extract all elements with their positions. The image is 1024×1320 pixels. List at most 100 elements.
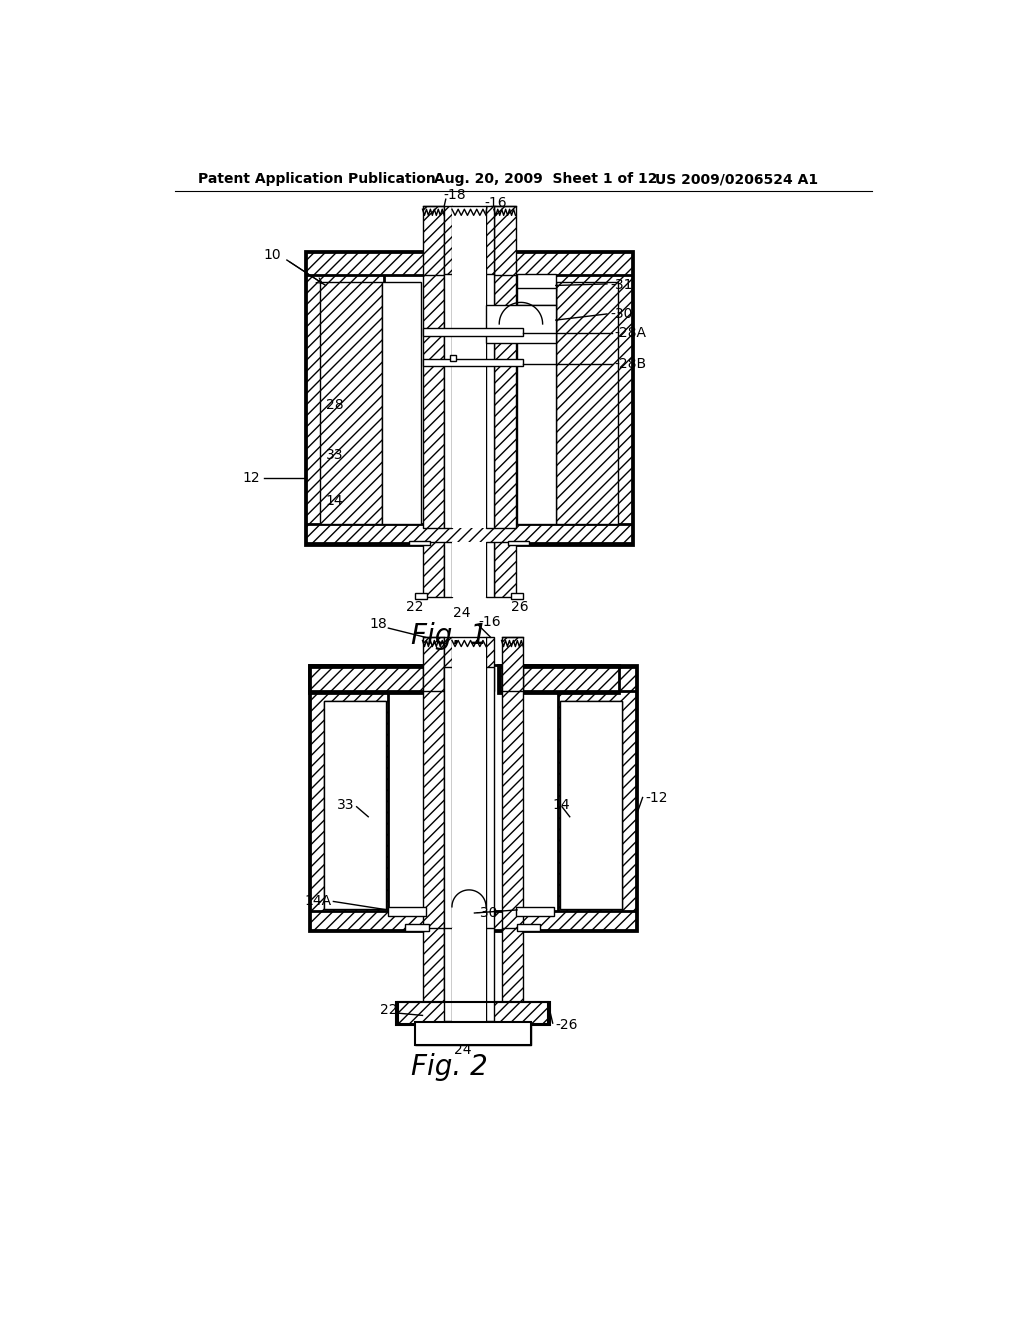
Text: 14: 14 [326, 494, 343, 508]
Bar [452, 275, 486, 528]
Bar [409, 541, 430, 545]
Bar [560, 701, 622, 909]
Bar [305, 251, 633, 545]
Bar [517, 288, 556, 305]
Bar [423, 543, 444, 598]
Bar [486, 667, 494, 929]
Text: -18: -18 [443, 187, 466, 202]
Bar [486, 638, 494, 692]
Bar [502, 928, 523, 1020]
Text: 28: 28 [326, 397, 343, 412]
Bar [486, 543, 494, 598]
Bar [382, 281, 421, 524]
Text: 10: 10 [263, 248, 282, 261]
Bar [415, 593, 427, 599]
Text: 22: 22 [380, 1003, 397, 1016]
Text: 14: 14 [553, 799, 570, 812]
Bar [306, 252, 426, 276]
Bar [397, 1002, 548, 1024]
Bar [444, 543, 452, 598]
Text: Fig. 1: Fig. 1 [412, 622, 488, 649]
Bar [415, 1022, 531, 1045]
Bar [452, 638, 486, 692]
Bar [554, 275, 632, 528]
Bar [423, 206, 444, 276]
Bar [486, 305, 556, 343]
Text: -16: -16 [478, 615, 501, 628]
Text: 33: 33 [337, 799, 354, 812]
Bar [515, 907, 554, 916]
Bar [310, 689, 388, 913]
Bar [452, 206, 486, 276]
Bar [406, 924, 429, 932]
Bar [444, 928, 452, 1020]
Bar [423, 327, 523, 335]
Text: -12: -12 [646, 791, 669, 804]
Bar [415, 1022, 531, 1045]
Bar [512, 252, 632, 276]
Text: 24: 24 [454, 1043, 471, 1057]
Bar [560, 701, 622, 909]
Bar [423, 638, 444, 692]
Bar [423, 667, 444, 929]
Bar [444, 667, 452, 929]
Bar [486, 275, 494, 528]
Text: Patent Application Publication: Patent Application Publication [198, 172, 435, 186]
Bar [499, 665, 618, 693]
Bar [502, 638, 523, 692]
Bar [494, 206, 515, 276]
Bar [486, 928, 494, 1020]
Bar [321, 281, 382, 524]
Text: 33: 33 [326, 447, 343, 462]
Bar [423, 275, 444, 528]
Bar [494, 543, 515, 598]
Bar [517, 281, 556, 524]
Bar [502, 667, 523, 929]
Text: Aug. 20, 2009  Sheet 1 of 12: Aug. 20, 2009 Sheet 1 of 12 [434, 172, 657, 186]
Text: -30: -30 [610, 308, 633, 321]
Text: 18: 18 [370, 618, 387, 631]
Bar [452, 667, 486, 929]
Bar [508, 541, 529, 545]
Text: -26: -26 [556, 1018, 579, 1032]
Bar [556, 281, 617, 524]
Bar [486, 206, 494, 276]
Bar [308, 665, 429, 693]
Text: 26: 26 [511, 601, 528, 614]
Bar [517, 924, 541, 932]
Text: 12: 12 [243, 471, 260, 484]
Bar [324, 701, 386, 909]
Bar [306, 275, 384, 528]
Text: -28A: -28A [614, 326, 647, 341]
Bar [444, 638, 452, 692]
Bar [310, 667, 445, 692]
Bar [494, 275, 515, 528]
Bar [511, 593, 523, 599]
Bar [444, 206, 452, 276]
Bar [452, 543, 486, 598]
Bar [388, 907, 426, 916]
Text: -16: -16 [484, 197, 507, 210]
Bar [308, 665, 637, 932]
Bar [324, 701, 386, 909]
Bar [517, 275, 556, 290]
Text: 14A: 14A [305, 895, 332, 908]
Text: 22: 22 [406, 601, 424, 614]
Bar [444, 275, 494, 528]
Bar [306, 524, 632, 544]
Text: 24: 24 [453, 606, 470, 619]
Text: Fig. 2: Fig. 2 [412, 1053, 488, 1081]
Bar [310, 911, 636, 929]
Bar [500, 667, 636, 692]
Bar [423, 928, 444, 1020]
Text: US 2009/0206524 A1: US 2009/0206524 A1 [655, 172, 818, 186]
Bar [558, 689, 636, 913]
Bar [423, 359, 523, 367]
Text: -30: -30 [475, 906, 498, 920]
Bar [452, 928, 486, 1020]
Bar [396, 1002, 550, 1026]
Text: -31: -31 [610, 279, 633, 293]
Bar [444, 275, 452, 528]
Text: -28B: -28B [614, 356, 647, 371]
Bar [450, 355, 456, 360]
